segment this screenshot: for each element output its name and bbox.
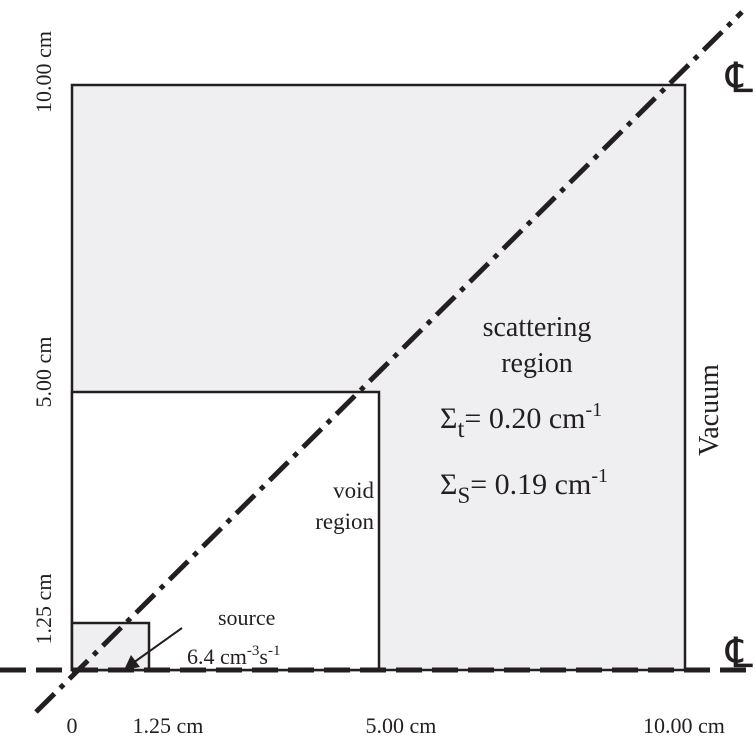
y-tick-5-00: 5.00 cm [31, 337, 56, 408]
sigma-t-expression: Σt= 0.20 cm-1 [440, 399, 602, 443]
source-strength: 6.4 cm-3s-1 [187, 643, 280, 669]
x-tick-0: 0 [67, 713, 78, 738]
void-region-label-line1: void [333, 478, 374, 503]
source-arrow-head [124, 655, 140, 670]
horizontal-centerline-symbol: ℄ [725, 631, 753, 677]
scattering-region-label-line2: region [501, 348, 573, 379]
void-region-label-line2: region [315, 509, 374, 534]
scattering-region-label-line1: scattering [483, 312, 592, 343]
y-tick-10-00: 10.00 cm [31, 31, 56, 113]
diagonal-symmetry-line [34, 10, 744, 714]
diagonal-centerline-symbol: ℄ [725, 56, 753, 102]
x-tick-5-00: 5.00 cm [366, 713, 437, 738]
source-arrow-line [132, 627, 183, 664]
sigma-s-expression: ΣS= 0.19 cm-1 [440, 465, 608, 508]
y-tick-1-25: 1.25 cm [31, 574, 56, 645]
x-tick-10-00: 10.00 cm [643, 713, 725, 738]
source-label: source [218, 605, 275, 630]
vacuum-label: Vacuum [694, 364, 725, 456]
x-tick-1-25: 1.25 cm [133, 713, 204, 738]
